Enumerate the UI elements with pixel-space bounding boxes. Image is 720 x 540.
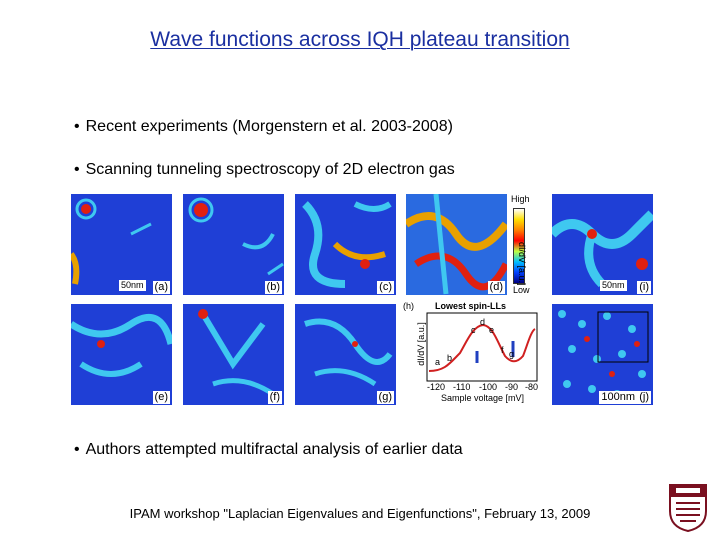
ldos-map — [406, 194, 507, 295]
slide-title: Wave functions across IQH plateau transi… — [150, 28, 570, 51]
spectrum-curve — [428, 323, 536, 372]
ldos-map — [183, 304, 284, 405]
bullet-2: • Scanning tunneling spectroscopy of 2D e… — [74, 161, 455, 179]
point-label: a — [435, 357, 441, 367]
bullet-text: Scanning tunneling spectroscopy of 2D el… — [85, 161, 455, 178]
colorbar-gradient — [513, 208, 525, 284]
bullet-3: • Authors attempted multifractal analysis… — [74, 441, 463, 459]
panel-label: (c) — [377, 281, 394, 294]
map-panel-a: 50nm (a) — [71, 194, 172, 295]
xtick-label: -80 — [525, 382, 539, 392]
bullet-glyph: • — [74, 161, 80, 178]
spectrum-xlabel: Sample voltage [mV] — [441, 393, 525, 403]
bullet-1: • Recent experiments (Morgenstern et al. … — [74, 118, 453, 136]
spectrum-title: Lowest spin-LLs — [435, 301, 507, 311]
ldos-map — [71, 304, 172, 405]
university-crest-logo — [669, 484, 707, 533]
panel-label: (e) — [152, 391, 170, 404]
ldos-map — [552, 304, 653, 405]
ldos-map — [71, 194, 172, 295]
xtick-label: -90 — [505, 382, 519, 392]
panel-label: (f) — [267, 391, 282, 404]
ldos-map — [552, 194, 653, 295]
colorbar-low-label: Low — [513, 285, 530, 295]
map-panel-g: (g) — [295, 304, 396, 405]
bullet-text: Recent experiments (Morgenstern et al. 2… — [85, 118, 453, 135]
panel-label: (h) — [403, 301, 414, 311]
panel-label: (d) — [487, 281, 505, 294]
panel-label: (j) — [637, 391, 651, 404]
colorbar-high-label: High — [511, 194, 530, 204]
map-panel-f: (f) — [183, 304, 284, 405]
map-panel-b: (b) — [183, 194, 284, 295]
scale-bar-label: 100nm — [599, 391, 637, 404]
map-panel-j: (j) 100nm — [552, 304, 653, 405]
spectrum-ylabel: dI/dV [a.u.] — [415, 322, 426, 366]
scale-bar-label: 50nm — [600, 280, 627, 291]
bullet-glyph: • — [74, 118, 80, 135]
bullet-glyph: • — [74, 441, 80, 458]
xtick-label: -120 — [427, 382, 446, 392]
ldos-map — [295, 304, 396, 405]
bullet-text: Authors attempted multifractal analysis … — [85, 441, 463, 458]
xtick-label: -100 — [479, 382, 498, 392]
map-panel-c: (c) — [295, 194, 396, 295]
spectrum-plot — [426, 312, 538, 382]
point-label: c — [471, 325, 476, 335]
panel-label: (a) — [152, 281, 170, 294]
map-panel-e: (e) — [71, 304, 172, 405]
scale-bar-label: 50nm — [119, 280, 146, 291]
panel-label: (i) — [637, 281, 651, 294]
ldos-map — [183, 194, 284, 295]
stm-figure: 50nm (a) (b) (c) (d) High dI/dV [a.u.] L… — [71, 194, 653, 406]
point-label: b — [447, 353, 453, 363]
point-label: g — [509, 349, 515, 359]
ldos-map — [295, 194, 396, 295]
map-panel-i: 50nm (i) — [552, 194, 653, 295]
slide-footer: IPAM workshop "Laplacian Eigenvalues and… — [129, 506, 591, 521]
colorbar-unit-label: dI/dV [a.u.] — [517, 242, 527, 286]
panel-label: (b) — [264, 281, 282, 294]
point-label: f — [501, 345, 504, 355]
panel-label: (g) — [376, 391, 394, 404]
map-panel-d: (d) — [406, 194, 507, 295]
xtick-label: -110 — [453, 382, 471, 392]
spectrum-panel-h: (h) Lowest spin-LLs a b c d e f g dI/dV … — [403, 301, 545, 405]
point-label: d — [480, 317, 486, 327]
point-label: e — [489, 325, 495, 335]
colorbar: High dI/dV [a.u.] Low — [507, 194, 561, 296]
